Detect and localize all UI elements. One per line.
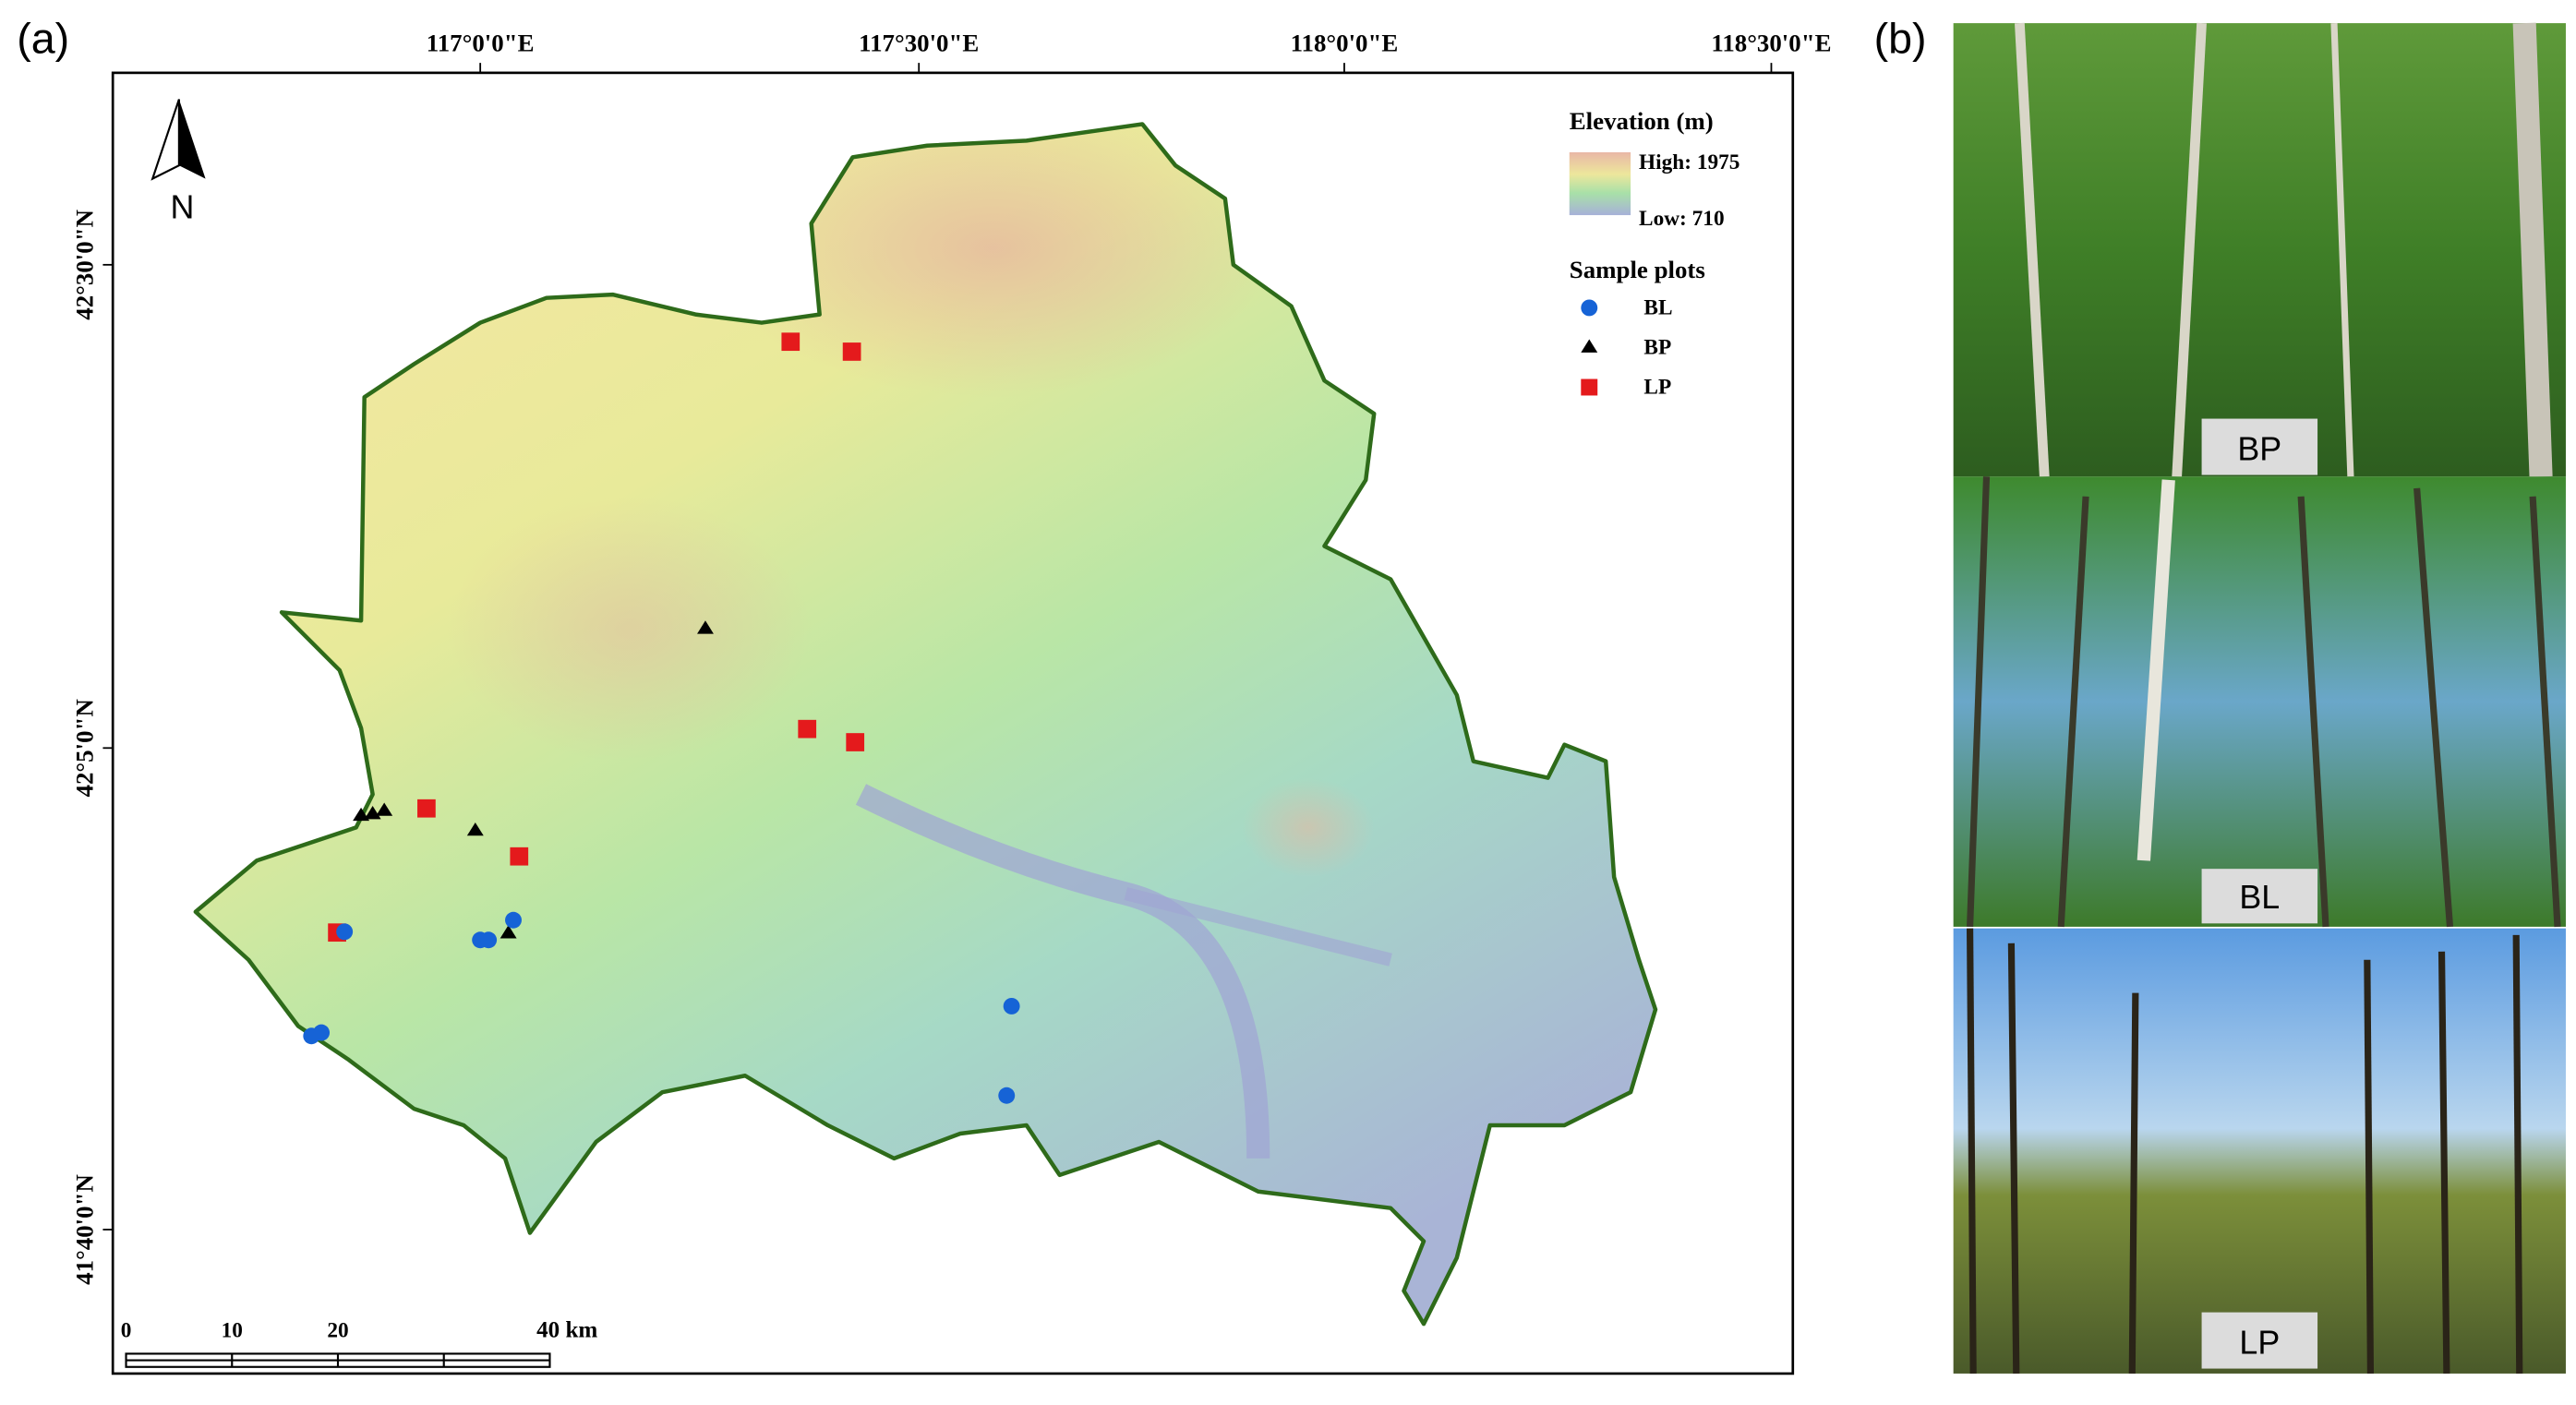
longitude-label: 117°0'0"E bbox=[427, 30, 535, 57]
legend-high: High: 1975 bbox=[1639, 150, 1739, 174]
north-label: N bbox=[171, 189, 195, 226]
latitude-label: 41°40'0"N bbox=[71, 1174, 99, 1285]
scale-bar bbox=[125, 1352, 551, 1368]
elevation-ramp bbox=[1569, 151, 1631, 216]
scale-label: 20 bbox=[327, 1318, 348, 1342]
legend-title: Elevation (m) bbox=[1570, 107, 1714, 135]
legend-symbol bbox=[1581, 299, 1598, 317]
bp-plots bbox=[353, 620, 714, 939]
scale-label: 10 bbox=[222, 1318, 243, 1342]
photo-label: LP bbox=[2239, 1324, 2280, 1361]
scale-label: 40 km bbox=[536, 1317, 597, 1342]
latitude-label: 42°30'0"N bbox=[71, 209, 99, 319]
panel-label: (a) bbox=[17, 14, 69, 62]
legend-item: BL bbox=[1643, 296, 1672, 320]
region-boundary bbox=[193, 122, 1658, 1327]
longitude-label: 117°30'0"E bbox=[859, 30, 979, 57]
legend-symbol bbox=[1581, 339, 1598, 353]
bl-plots bbox=[303, 911, 1020, 1104]
birch-trunk bbox=[2137, 479, 2175, 861]
legend-item: BP bbox=[1643, 336, 1671, 360]
longitude-label: 118°30'0"E bbox=[1711, 30, 1831, 57]
legend-title: Sample plots bbox=[1570, 256, 1705, 283]
legend-low: Low: 710 bbox=[1639, 207, 1725, 231]
longitude-label: 118°0'0"E bbox=[1291, 30, 1399, 57]
photo-label: BL bbox=[2239, 879, 2280, 916]
lp-plots bbox=[328, 332, 865, 943]
scale-label: 0 bbox=[121, 1318, 132, 1342]
panel-label: (b) bbox=[1874, 14, 1927, 62]
photo-bp: BP bbox=[1953, 22, 2566, 477]
latitude-label: 42°5'0"N bbox=[71, 699, 99, 798]
legend-symbol bbox=[1581, 378, 1598, 396]
graticule-ticks bbox=[102, 63, 1773, 1231]
legend-item: LP bbox=[1643, 376, 1671, 400]
photo-bl: BL bbox=[1953, 476, 2566, 928]
photo-lp: LP bbox=[1953, 928, 2566, 1374]
photo-label: BP bbox=[2237, 430, 2281, 467]
